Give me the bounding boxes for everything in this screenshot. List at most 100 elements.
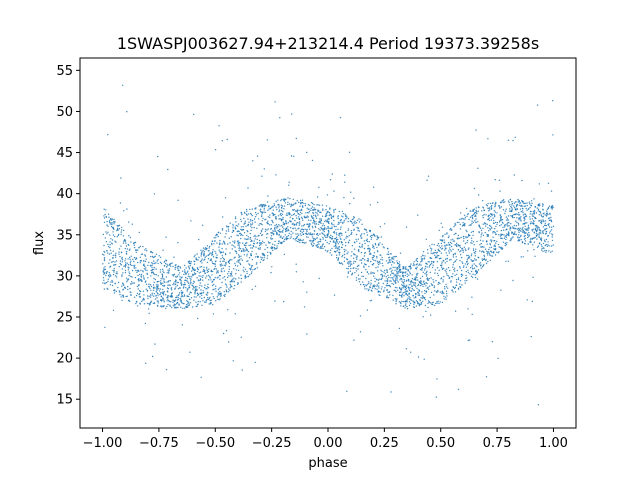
data-point [460, 269, 463, 272]
data-point [337, 258, 339, 260]
data-point [118, 266, 120, 268]
data-point [297, 213, 299, 215]
data-point [301, 239, 303, 242]
data-point [190, 260, 192, 263]
data-point [247, 223, 249, 226]
data-point [200, 260, 203, 262]
data-point [303, 216, 306, 219]
data-point [206, 275, 208, 277]
data-point [430, 252, 432, 254]
data-point [438, 245, 440, 247]
data-point [318, 204, 321, 206]
data-point [137, 278, 139, 281]
data-point [282, 210, 284, 213]
data-point [279, 213, 281, 216]
data-point [371, 287, 374, 289]
data-point [198, 293, 200, 296]
data-point [222, 240, 225, 242]
data-point [502, 222, 504, 224]
data-point [448, 252, 451, 254]
data-point [546, 210, 548, 212]
data-point [240, 220, 242, 223]
data-point [419, 299, 421, 301]
data-point [441, 226, 444, 228]
data-point [311, 202, 314, 205]
data-point [306, 333, 308, 335]
data-point [545, 230, 548, 233]
data-point [462, 236, 465, 238]
data-point [172, 283, 174, 286]
data-point [213, 237, 215, 239]
data-point [438, 254, 440, 257]
data-point [409, 287, 411, 289]
data-point [437, 283, 439, 285]
data-point [156, 288, 158, 290]
data-point [294, 238, 296, 240]
data-point [134, 242, 136, 244]
data-point [268, 205, 270, 207]
data-point [215, 268, 217, 270]
data-point [197, 259, 199, 261]
data-point [229, 283, 232, 286]
data-point [175, 279, 177, 281]
data-point [423, 283, 426, 285]
data-point [489, 244, 492, 246]
data-point [180, 281, 182, 283]
data-point [403, 266, 405, 268]
data-point [520, 216, 522, 218]
data-point [350, 233, 352, 235]
data-point [245, 250, 247, 252]
data-point [162, 305, 165, 308]
data-point [474, 214, 477, 216]
data-point [515, 233, 517, 236]
data-point [216, 254, 218, 256]
data-point [129, 291, 131, 293]
data-point [224, 236, 226, 238]
data-point [157, 300, 159, 302]
data-point [429, 302, 432, 304]
data-point [264, 204, 266, 206]
data-point [276, 227, 278, 229]
data-point [438, 302, 440, 305]
data-point [109, 220, 111, 222]
data-point [186, 277, 189, 280]
data-point [266, 222, 268, 224]
data-point [340, 226, 342, 228]
data-point [425, 282, 427, 284]
data-point [322, 229, 324, 231]
data-point [195, 288, 197, 291]
data-point [193, 113, 195, 116]
data-point [513, 224, 515, 227]
data-point [251, 288, 253, 291]
data-point [465, 236, 467, 238]
data-point [295, 237, 298, 239]
data-point [236, 283, 239, 286]
data-point [281, 198, 283, 201]
data-point [453, 262, 455, 264]
data-point [347, 236, 349, 238]
data-point [224, 279, 226, 281]
data-point [460, 250, 462, 252]
data-point [485, 259, 487, 262]
data-point [504, 226, 506, 228]
data-point [147, 308, 150, 310]
data-point [250, 225, 252, 227]
data-point [530, 204, 532, 206]
data-point [109, 234, 111, 236]
data-point [350, 267, 352, 270]
data-point [146, 289, 149, 291]
data-point [238, 249, 240, 251]
data-point [234, 250, 236, 252]
data-point [216, 296, 218, 298]
data-point [328, 227, 330, 229]
data-point [468, 224, 470, 226]
data-point [387, 291, 389, 293]
data-point [402, 305, 404, 307]
data-point [186, 301, 189, 303]
data-point [295, 202, 297, 204]
data-point [496, 223, 498, 226]
data-point [343, 260, 346, 262]
data-point [187, 305, 189, 307]
data-point [166, 287, 169, 289]
data-point [305, 216, 307, 218]
